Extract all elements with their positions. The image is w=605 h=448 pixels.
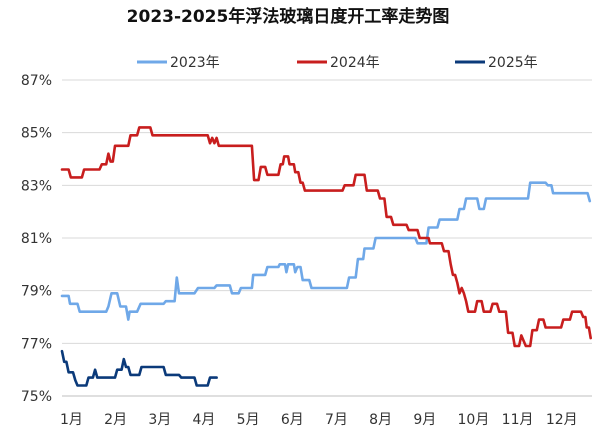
x-tick-label: 5月 [237,412,260,428]
x-tick-label: 11月 [502,412,534,428]
x-tick-label: 2月 [104,412,127,428]
legend: 2023年 2024年 2025年 [137,55,538,71]
legend-label-2023: 2023年 [170,55,220,71]
series-lines [60,126,593,387]
x-tick-label: 12月 [546,412,578,428]
chart-title: 2023-2025年浮法玻璃日度开工率走势图 [127,6,450,27]
series-line-2025年 [60,349,218,387]
y-tick-label: 75% [21,389,52,405]
x-tick-label: 6月 [281,412,304,428]
series-line-2023年 [60,181,592,321]
x-tick-label: 10月 [458,412,490,428]
y-tick-label: 81% [21,231,52,247]
legend-label-2025: 2025年 [488,55,538,71]
x-tick-label: 4月 [193,412,216,428]
y-tick-label: 87% [21,73,52,89]
y-axis-ticks: 75% 77% 79% 81% 83% 85% 87% [21,73,52,405]
x-tick-label: 1月 [60,412,83,428]
series-line-2024年 [60,126,593,348]
y-tick-label: 79% [21,284,52,300]
legend-item-2024: 2024年 [297,55,380,71]
gridlines [62,79,592,344]
x-axis-ticks: 1月 2月 3月 4月 5月 6月 7月 8月 9月 10月 11月 12月 [60,412,578,428]
x-tick-label: 7月 [325,412,348,428]
y-tick-label: 77% [21,336,52,352]
y-tick-label: 83% [21,178,52,194]
x-tick-label: 3月 [148,412,171,428]
x-tick-label: 9月 [413,412,436,428]
legend-label-2024: 2024年 [330,55,380,71]
legend-item-2023: 2023年 [137,55,220,71]
legend-item-2025: 2025年 [455,55,538,71]
y-tick-label: 85% [21,126,52,142]
x-tick-label: 8月 [369,412,392,428]
